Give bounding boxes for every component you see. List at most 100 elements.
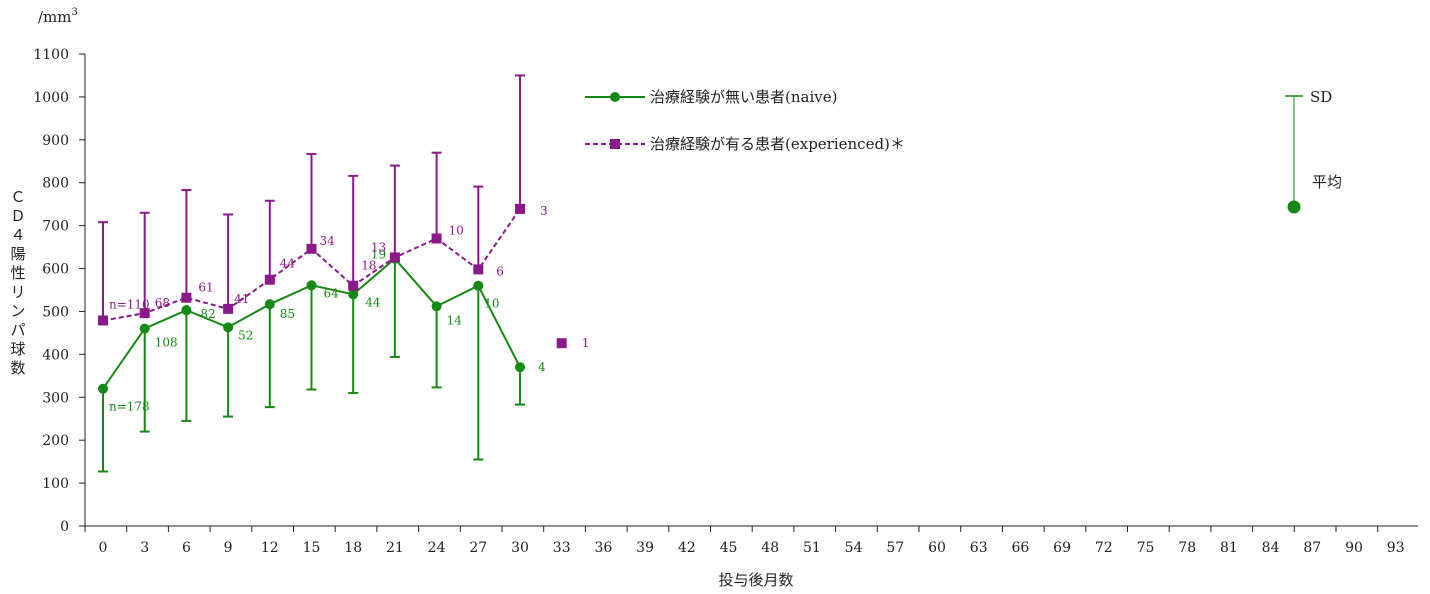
x-tick-label: 21 bbox=[386, 540, 404, 556]
x-tick-label: 69 bbox=[1053, 540, 1071, 556]
data-point bbox=[181, 292, 192, 303]
sd-key-mean-marker bbox=[1287, 200, 1301, 214]
data-point bbox=[264, 299, 275, 310]
n-label: 13 bbox=[371, 240, 386, 254]
x-tick-label: 48 bbox=[761, 540, 779, 556]
x-tick-label: 15 bbox=[303, 540, 321, 556]
n-label: 19 bbox=[371, 248, 386, 262]
x-tick-label: 66 bbox=[1011, 540, 1029, 556]
series-naive: n=178 108 82 52 85 64 44 19 14 10 4 bbox=[98, 248, 546, 473]
y-unit-base: /mm bbox=[38, 8, 72, 26]
n-label: n=110 bbox=[109, 297, 150, 311]
x-tick-label: 0 bbox=[99, 540, 108, 556]
n-label: 18 bbox=[361, 259, 376, 273]
data-point bbox=[139, 308, 150, 319]
data-point bbox=[181, 305, 192, 316]
n-label: 3 bbox=[540, 204, 548, 218]
y-axis-title-char: Ｄ bbox=[10, 207, 25, 225]
legend: 治療経験が無い患者(naive) 治療経験が有る患者(experienced)＊ bbox=[585, 88, 905, 153]
x-tick-label: 90 bbox=[1345, 540, 1363, 556]
x-tick-label: 87 bbox=[1303, 540, 1321, 556]
data-point bbox=[139, 323, 150, 334]
x-tick-label: 72 bbox=[1095, 540, 1113, 556]
x-tick-label: 63 bbox=[970, 540, 988, 556]
data-point bbox=[98, 315, 108, 326]
y-axis-title-char: ４ bbox=[10, 226, 25, 244]
y-tick-label: 0 bbox=[60, 519, 69, 535]
data-point bbox=[223, 303, 234, 314]
data-point bbox=[431, 233, 442, 244]
x-ticks: 0 3 6 9 12 15 18 21 24 27 30 33 36 39 42 45 48 51 54 57 60 63… bbox=[84, 526, 1405, 556]
y-tick-label: 700 bbox=[42, 219, 69, 235]
x-axis-title: 投与後月数 bbox=[718, 571, 793, 589]
x-tick-label: 30 bbox=[511, 540, 529, 556]
x-tick-label: 33 bbox=[553, 540, 571, 556]
sd-key-mean-label: 平均 bbox=[1312, 173, 1342, 191]
n-label: 44 bbox=[280, 257, 296, 271]
data-point bbox=[431, 301, 442, 312]
n-label: 41 bbox=[234, 292, 249, 306]
y-axis-title-char: 陽 bbox=[10, 245, 25, 263]
data-point bbox=[264, 274, 275, 285]
n-label: 1 bbox=[582, 336, 590, 350]
n-label: 82 bbox=[200, 307, 215, 321]
data-point bbox=[389, 252, 400, 263]
x-tick-label: 42 bbox=[678, 540, 696, 556]
data-point bbox=[306, 243, 317, 254]
x-tick-label: 75 bbox=[1137, 540, 1155, 556]
y-tick-label: 600 bbox=[42, 262, 69, 278]
sd-key: SD 平均 bbox=[1285, 88, 1342, 214]
x-tick-label: 3 bbox=[140, 540, 149, 556]
x-tick-label: 57 bbox=[886, 540, 904, 556]
y-axis-title-char: 性 bbox=[10, 264, 25, 282]
x-tick-label: 36 bbox=[594, 540, 612, 556]
data-point bbox=[306, 280, 317, 291]
x-tick-label: 60 bbox=[928, 540, 946, 556]
x-tick-label: 93 bbox=[1387, 540, 1405, 556]
data-point bbox=[473, 264, 484, 275]
y-tick-label: 900 bbox=[42, 133, 69, 149]
y-axis-title-char: Ｃ bbox=[10, 188, 25, 206]
n-label: 14 bbox=[447, 313, 463, 327]
y-tick-label: 1000 bbox=[33, 90, 69, 106]
n-label: n=178 bbox=[109, 400, 150, 414]
y-axis-title-char: 数 bbox=[10, 359, 25, 377]
n-label: 61 bbox=[198, 281, 213, 295]
y-axis-title-char: リ bbox=[10, 283, 25, 301]
n-label: 10 bbox=[484, 297, 499, 311]
n-label: 85 bbox=[280, 307, 295, 321]
y-tick-label: 1100 bbox=[33, 47, 69, 63]
legend-item-naive: 治療経験が無い患者(naive) bbox=[585, 88, 837, 106]
legend-naive-marker bbox=[610, 92, 620, 102]
y-tick-label: 300 bbox=[42, 390, 69, 406]
n-label: 44 bbox=[365, 295, 381, 309]
n-label: 10 bbox=[449, 224, 464, 238]
x-tick-label: 27 bbox=[469, 540, 487, 556]
sd-key-sd-label: SD bbox=[1310, 88, 1332, 106]
legend-experienced-label: 治療経験が有る患者(experienced)＊ bbox=[650, 135, 905, 153]
n-label: 68 bbox=[155, 296, 170, 310]
data-point bbox=[556, 338, 567, 349]
data-point bbox=[348, 280, 359, 291]
n-label: 64 bbox=[324, 286, 340, 300]
y-tick-label: 400 bbox=[42, 347, 69, 363]
y-unit-label: /mm3 bbox=[38, 7, 78, 26]
n-label: 34 bbox=[320, 234, 336, 248]
n-label: 52 bbox=[238, 328, 253, 342]
x-tick-label: 6 bbox=[182, 540, 191, 556]
y-tick-label: 800 bbox=[42, 176, 69, 192]
x-tick-label: 78 bbox=[1178, 540, 1196, 556]
data-point bbox=[473, 280, 484, 291]
x-tick-label: 9 bbox=[224, 540, 233, 556]
y-axis-title-char: パ bbox=[10, 321, 25, 339]
x-tick-label: 81 bbox=[1220, 540, 1238, 556]
data-point bbox=[348, 289, 359, 300]
x-tick-label: 12 bbox=[261, 540, 279, 556]
n-label: 4 bbox=[538, 360, 546, 374]
y-tick-label: 500 bbox=[42, 304, 69, 320]
x-tick-label: 39 bbox=[636, 540, 654, 556]
